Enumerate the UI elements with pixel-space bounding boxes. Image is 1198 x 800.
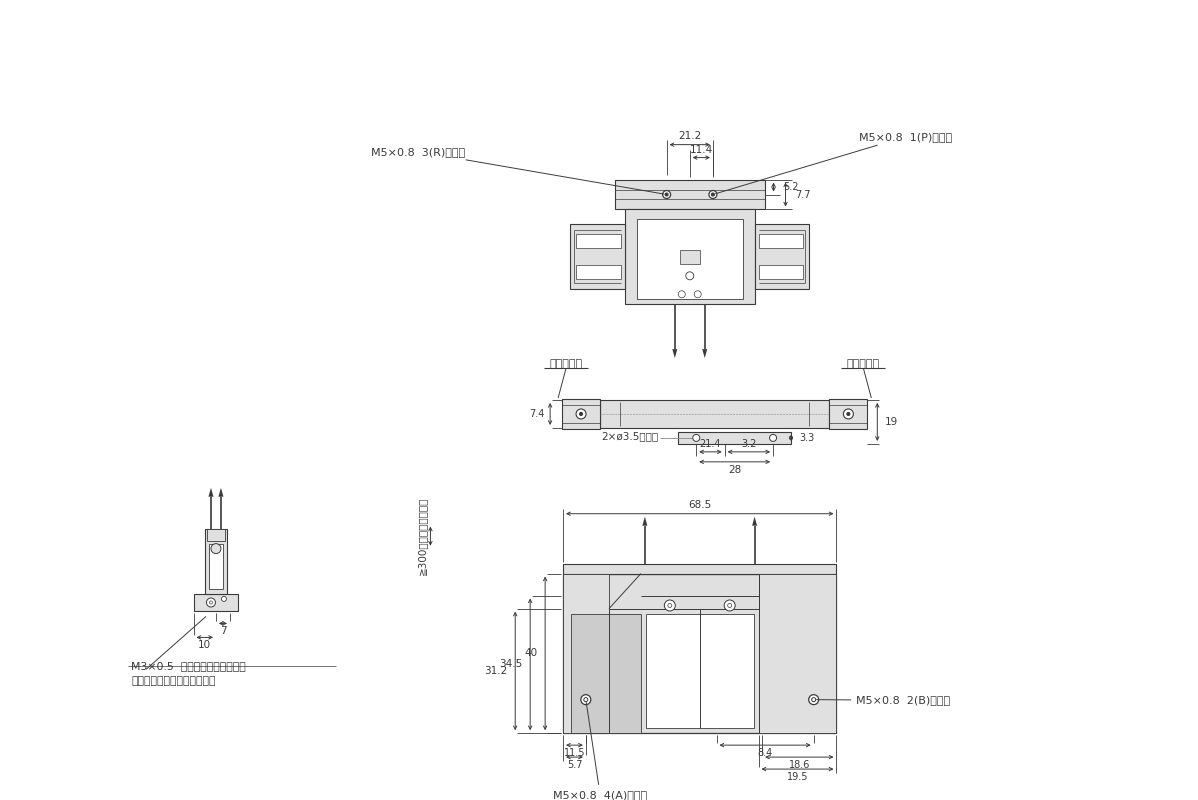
Circle shape (685, 272, 694, 280)
Polygon shape (702, 349, 707, 358)
Circle shape (581, 694, 591, 705)
Text: M5×0.8  1(P)ポート: M5×0.8 1(P)ポート (715, 132, 952, 194)
Text: 3.2: 3.2 (742, 439, 757, 449)
Circle shape (222, 597, 226, 602)
Text: 5.2: 5.2 (783, 182, 799, 192)
Bar (563, 563, 836, 574)
Bar (205, 529, 226, 594)
Text: 18.6: 18.6 (788, 760, 810, 770)
Text: マニュアル: マニュアル (847, 359, 879, 369)
Text: 8.4: 8.4 (757, 748, 773, 758)
Text: 21.4: 21.4 (700, 439, 721, 449)
Bar (758, 234, 804, 248)
Bar (207, 529, 225, 541)
Text: マニュアル: マニュアル (550, 359, 582, 369)
Circle shape (583, 698, 588, 702)
Bar (625, 210, 755, 304)
Bar (679, 250, 700, 264)
Polygon shape (218, 488, 224, 497)
Bar (678, 432, 791, 444)
Text: M5×0.8  3(R)ポート: M5×0.8 3(R)ポート (371, 146, 664, 194)
Text: 7.4: 7.4 (528, 409, 544, 419)
Circle shape (678, 290, 685, 298)
Polygon shape (642, 517, 647, 526)
Text: 21.2: 21.2 (678, 130, 701, 141)
Circle shape (724, 600, 736, 611)
Text: （外部パイロット仕様のみ）: （外部パイロット仕様のみ） (131, 676, 216, 686)
Bar (758, 574, 836, 733)
Circle shape (692, 434, 700, 442)
Circle shape (665, 193, 668, 196)
Text: 7.7: 7.7 (795, 190, 811, 199)
Text: 3.3: 3.3 (799, 433, 815, 443)
Bar (576, 266, 621, 279)
Text: 31.2: 31.2 (484, 666, 507, 676)
Bar (562, 399, 600, 429)
Bar (758, 266, 804, 279)
Circle shape (727, 603, 732, 607)
Bar (194, 594, 238, 611)
Text: 5.7: 5.7 (567, 760, 582, 770)
Circle shape (206, 598, 216, 607)
Polygon shape (672, 349, 677, 358)
Text: 68.5: 68.5 (688, 500, 712, 510)
Text: 7: 7 (219, 626, 226, 637)
Circle shape (662, 190, 671, 198)
Text: M5×0.8  4(A)ポート: M5×0.8 4(A)ポート (553, 702, 647, 800)
Text: 19.5: 19.5 (787, 772, 809, 782)
Circle shape (712, 193, 714, 196)
Text: M3×0.5  外部パイロットポート: M3×0.5 外部パイロットポート (131, 662, 246, 671)
Text: 10: 10 (198, 640, 211, 650)
Polygon shape (208, 488, 213, 497)
Bar (208, 544, 223, 589)
Text: 28: 28 (728, 465, 742, 475)
Circle shape (809, 694, 818, 705)
Circle shape (812, 698, 816, 702)
Circle shape (667, 603, 672, 607)
Circle shape (211, 544, 220, 554)
Text: M5×0.8  2(B)ポート: M5×0.8 2(B)ポート (817, 695, 950, 706)
Bar (755, 225, 810, 290)
Circle shape (210, 601, 212, 604)
Circle shape (580, 413, 582, 415)
Circle shape (709, 190, 716, 198)
Bar (576, 234, 621, 248)
Bar (646, 614, 754, 728)
Bar (637, 219, 743, 299)
Circle shape (695, 290, 701, 298)
Circle shape (847, 413, 849, 415)
Circle shape (576, 409, 586, 419)
Text: 40: 40 (524, 648, 537, 658)
Bar (570, 225, 625, 290)
Bar (829, 399, 867, 429)
Bar (571, 614, 641, 733)
Polygon shape (752, 517, 757, 526)
Text: ≧300（リード線長さ）: ≧300（リード線長さ） (417, 497, 428, 575)
Text: 11.5: 11.5 (564, 748, 585, 758)
Text: 2×ø3.5取付穴: 2×ø3.5取付穴 (601, 431, 659, 441)
Text: 19: 19 (885, 417, 898, 427)
Circle shape (843, 409, 853, 419)
Bar (615, 179, 764, 210)
Bar (600, 400, 829, 428)
Circle shape (769, 434, 776, 442)
Circle shape (665, 600, 676, 611)
Text: 11.4: 11.4 (690, 145, 713, 154)
Bar (563, 574, 836, 733)
Text: 34.5: 34.5 (498, 659, 522, 670)
Bar (563, 574, 609, 733)
